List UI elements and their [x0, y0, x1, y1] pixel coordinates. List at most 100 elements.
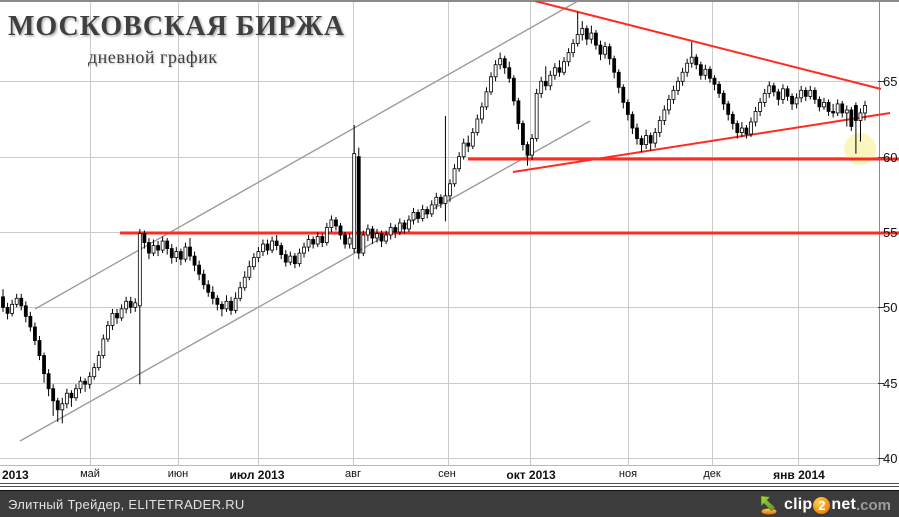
- candle-bullish: [443, 195, 448, 204]
- candle-bearish: [229, 300, 233, 311]
- candle-bearish: [507, 67, 512, 79]
- candle-bullish: [247, 266, 252, 278]
- candle-bearish: [630, 114, 635, 129]
- candle-bearish: [201, 273, 206, 286]
- candle-bullish: [101, 338, 106, 356]
- price-tick-label: 65: [883, 74, 898, 89]
- candle-bullish: [261, 243, 265, 252]
- candle-bullish: [137, 233, 142, 307]
- candle-bullish: [384, 234, 389, 242]
- candle-bearish: [83, 380, 87, 385]
- candle-bearish: [220, 303, 224, 310]
- candle-bullish: [361, 234, 366, 254]
- candle-bullish: [762, 92, 767, 103]
- candle-bullish: [484, 91, 489, 108]
- candle-bearish: [343, 234, 347, 245]
- candle-bullish: [448, 183, 452, 197]
- candle-bearish: [466, 142, 471, 147]
- candle-bearish: [311, 239, 316, 245]
- candle-bearish: [543, 80, 548, 87]
- price-tick-label: 40: [883, 451, 898, 466]
- candle-bullish: [420, 208, 425, 219]
- candle-bearish: [584, 28, 589, 40]
- candle-bearish: [165, 240, 170, 249]
- candle-bullish: [242, 276, 247, 289]
- candle-bearish: [169, 248, 174, 259]
- candle-bullish: [183, 246, 188, 260]
- candle-bearish: [338, 225, 343, 236]
- candle-bearish: [320, 236, 325, 243]
- candle-bearish: [790, 95, 794, 105]
- candle-bullish: [534, 92, 539, 139]
- candle-bearish: [511, 77, 516, 102]
- candle-bearish: [425, 208, 430, 215]
- time-tick-label: май: [80, 468, 100, 480]
- time-tick-label: дек: [703, 468, 721, 480]
- candle-bearish: [438, 196, 443, 204]
- candle-bearish: [616, 71, 621, 88]
- ascending-channel-lower: [19, 120, 591, 442]
- candle-bullish: [749, 121, 753, 135]
- candle-bullish: [302, 246, 306, 254]
- candle-bearish: [215, 297, 220, 305]
- candle-bearish: [210, 291, 215, 299]
- candle-bearish: [744, 127, 749, 135]
- clip2net-logo[interactable]: clip 2 net .com: [759, 491, 891, 517]
- candle-bearish: [776, 91, 781, 100]
- candle-bullish: [407, 219, 411, 230]
- candle-bearish: [69, 392, 74, 399]
- candle-bullish: [548, 74, 553, 87]
- candle-bullish: [256, 251, 261, 259]
- candle-bullish: [96, 355, 101, 369]
- candle-bearish: [516, 100, 521, 124]
- candle-bullish: [306, 239, 311, 248]
- candle-bearish: [708, 68, 712, 79]
- candle-bearish: [37, 340, 42, 356]
- candle-bullish: [644, 135, 649, 145]
- candle-bearish: [502, 58, 507, 69]
- time-tick-label: окт 2013: [506, 468, 556, 482]
- candle-bearish: [206, 284, 211, 293]
- candle-bearish: [279, 245, 284, 256]
- candle-bullish: [74, 388, 78, 399]
- candle-bullish: [375, 233, 379, 239]
- logo-net-text: net: [831, 496, 856, 513]
- chart-canvas: [0, 1, 899, 466]
- candle-bullish: [411, 212, 416, 221]
- candle-bullish: [822, 101, 826, 108]
- candle-bearish: [188, 246, 192, 257]
- candle-bullish: [397, 222, 402, 233]
- candle-bullish: [110, 312, 115, 326]
- footer-separator: [0, 483, 899, 487]
- candle-bearish: [142, 233, 147, 243]
- candle-bearish: [712, 77, 717, 85]
- candle-bullish: [562, 61, 566, 73]
- candle-bearish: [274, 240, 279, 246]
- candle-bearish: [115, 312, 119, 319]
- credit-text: Элитный Трейдер, ELITETRADER.RU: [8, 497, 245, 512]
- candle-bullish: [758, 101, 763, 112]
- candle-bullish: [475, 118, 480, 133]
- candle-bullish: [781, 88, 785, 100]
- candle-bearish: [293, 255, 297, 265]
- candle-bullish: [808, 89, 813, 97]
- candle-bearish: [607, 46, 612, 60]
- upload-arrow-icon: [760, 495, 777, 515]
- candle-bearish: [717, 83, 721, 94]
- candle-bullish: [329, 219, 334, 228]
- candle-bullish: [461, 142, 466, 158]
- triangle-lower: [512, 112, 891, 173]
- highlight-circle: [844, 133, 876, 165]
- triangle-upper: [534, 1, 882, 90]
- time-tick-label: сен: [438, 468, 456, 480]
- candle-bullish: [224, 300, 229, 310]
- candle-bullish: [60, 403, 65, 411]
- candle-bullish: [151, 245, 156, 254]
- time-tick-label: авг: [345, 468, 361, 480]
- candle-bullish: [238, 287, 243, 299]
- time-tick-label: ноя: [618, 468, 638, 480]
- candle-bullish: [324, 227, 329, 243]
- candle-bullish: [493, 64, 498, 78]
- candle-bearish: [356, 156, 361, 254]
- candle-bearish: [817, 98, 822, 108]
